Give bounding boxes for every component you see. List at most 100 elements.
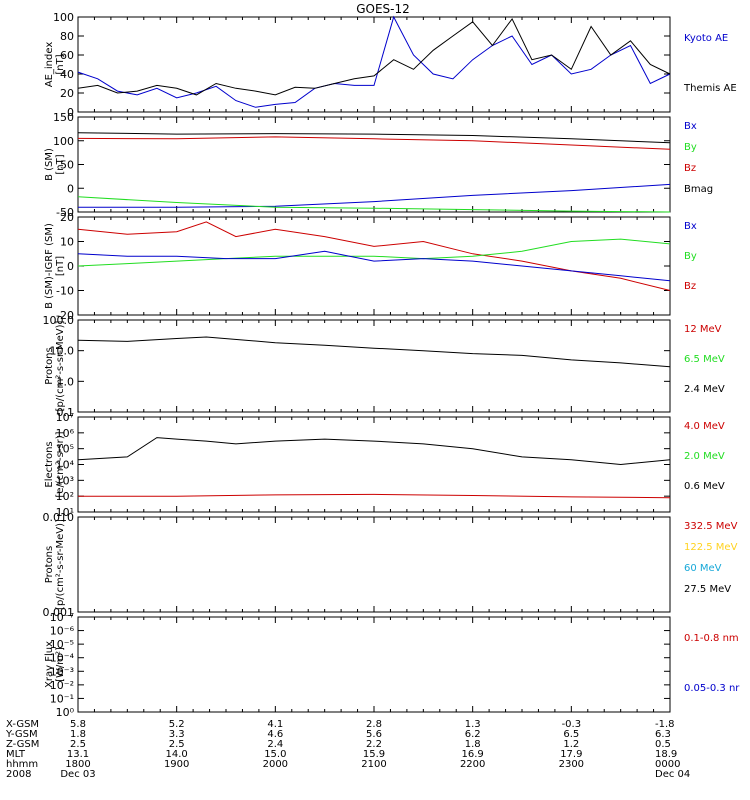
series-line-themis-ae xyxy=(77,17,671,96)
ephemeris-value: 5.2 xyxy=(169,719,185,730)
y-tick-label: 0 xyxy=(67,260,74,273)
panel-2: -50 0 50 100 150 B (SM)[nT] Bx By Bz Bmag xyxy=(44,111,713,219)
legend-by: By xyxy=(684,142,697,153)
legend-0-05-0-3-nr: 0.05-0.3 nr xyxy=(684,683,740,694)
y-axis-label-line: Protons xyxy=(44,546,55,583)
panel-frame xyxy=(77,516,671,613)
series-line-bz xyxy=(77,136,671,150)
y-axis-label: Protons[p/(cm²-s-sr-MeV)] xyxy=(44,519,66,610)
y-axis-label-line: Protons xyxy=(44,347,55,384)
legend-bmag: Bmag xyxy=(684,184,713,195)
ephemeris-value: Dec 04 xyxy=(655,769,690,780)
ephemeris-value: Dec 03 xyxy=(60,769,95,780)
panel-1: 0 20 40 60 80 100 AE_index[nT] Kyoto AE Themis A… xyxy=(44,11,737,119)
y-axis-label-line: [nT] xyxy=(55,256,66,276)
ephemeris-value: 16.9 xyxy=(462,749,484,760)
y-axis-label-line: B (SM)-IGRF (SM) xyxy=(44,223,55,309)
ephemeris-table: X-GSMY-GSMZ-GSMMLThhmm20085.81.82.513.11… xyxy=(5,719,690,780)
ephemeris-row-label: Y-GSM xyxy=(5,729,38,740)
y-axis-label: B (SM)-IGRF (SM)[nT] xyxy=(44,223,66,309)
y-tick-label: 0 xyxy=(67,182,74,195)
ephemeris-value: 4.6 xyxy=(267,729,283,740)
panel-5: 10¹ 10² 10³ 10⁴ 10⁵ 10⁶ 10⁷ Electrons[e/(cm²-s-… xyxy=(44,411,725,519)
ephemeris-value: 2.5 xyxy=(70,739,86,750)
y-axis-label: Protons[p/(cm²-s-sr-MeV)] xyxy=(44,320,66,411)
ephemeris-value: 4.1 xyxy=(267,719,283,730)
panel-frame xyxy=(77,416,671,513)
series-line-bx xyxy=(77,250,671,282)
y-tick-label: 20 xyxy=(60,87,74,100)
y-axis-label-line: B (SM) xyxy=(44,148,55,181)
series-line-bmag xyxy=(77,132,671,144)
ephemeris-row-label: X-GSM xyxy=(6,719,39,730)
ephemeris-value: 2.4 xyxy=(267,739,283,750)
y-tick-label: 10⁻² xyxy=(50,679,74,692)
y-tick-label: 40 xyxy=(60,68,74,81)
panel-frame xyxy=(77,116,671,213)
y-tick-label: -10 xyxy=(56,285,74,298)
legend-60-mev: 60 MeV xyxy=(684,563,722,574)
ephemeris-value: 6.2 xyxy=(465,729,481,740)
y-tick-label: 0.1 xyxy=(57,406,75,419)
y-tick-label: 10⁻⁵ xyxy=(50,638,74,651)
legend-0-6-mev: 0.6 MeV xyxy=(684,481,725,492)
y-tick-label: 80 xyxy=(60,30,74,43)
y-tick-label: 10⁵ xyxy=(56,443,74,456)
y-tick-label: 0.001 xyxy=(43,606,75,619)
y-tick-label: 10⁻³ xyxy=(50,665,74,678)
legend-4-0-mev: 4.0 MeV xyxy=(684,421,725,432)
y-tick-label: 10⁻¹ xyxy=(50,692,74,705)
series-line-0-6-mev xyxy=(77,437,671,466)
legend-bx: Bx xyxy=(684,121,697,132)
y-axis-label-line: AE_index xyxy=(44,42,55,88)
ephemeris-row-label: hhmm xyxy=(6,759,38,770)
ephemeris-value: 13.1 xyxy=(67,749,89,760)
series-line-bx xyxy=(78,183,671,208)
ephemeris-value: 5.6 xyxy=(366,729,382,740)
ephemeris-value: 17.9 xyxy=(560,749,582,760)
ephemeris-row-label: MLT xyxy=(6,749,26,760)
ephemeris-value: 2100 xyxy=(361,759,386,770)
y-tick-label: -50 xyxy=(56,206,74,219)
ephemeris-value: 6.3 xyxy=(655,729,671,740)
y-tick-label: 0 xyxy=(67,106,74,119)
series-line-4-0-mev xyxy=(78,493,671,499)
ephemeris-value: -0.3 xyxy=(562,719,582,730)
series-line-bz xyxy=(77,221,671,291)
ephemeris-value: 1.8 xyxy=(70,729,86,740)
legend-27-5-mev: 27.5 MeV xyxy=(684,584,731,595)
y-tick-label: 10⁷ xyxy=(56,411,74,424)
y-axis-label: AE_index[nT] xyxy=(44,42,66,88)
ephemeris-value: 2200 xyxy=(460,759,485,770)
y-tick-label: 1.0 xyxy=(57,375,75,388)
y-tick-label: 10² xyxy=(56,490,74,503)
ephemeris-value: 1.3 xyxy=(465,719,481,730)
y-tick-label: 60 xyxy=(60,49,74,62)
y-axis-label-line: Xray Flux xyxy=(44,641,55,688)
y-axis-label-line: [nT] xyxy=(55,154,66,174)
ephemeris-value: 14.0 xyxy=(166,749,188,760)
series-line-by xyxy=(77,196,671,213)
y-tick-label: 20 xyxy=(60,211,74,224)
y-axis-label-line: Electrons xyxy=(44,441,55,487)
legend-bz: Bz xyxy=(684,163,696,174)
y-axis-label: Xray Flux[W/m²] xyxy=(44,641,66,688)
legend-2-0-mev: 2.0 MeV xyxy=(684,451,725,462)
ephemeris-value: 2.8 xyxy=(366,719,382,730)
series-line-by xyxy=(77,238,671,267)
panel-frame xyxy=(77,616,671,713)
legend-themis-ae: Themis AE xyxy=(683,83,737,94)
ephemeris-value: 2.2 xyxy=(366,739,382,750)
ephemeris-value: 1800 xyxy=(65,759,90,770)
ephemeris-value: 2.5 xyxy=(169,739,185,750)
ephemeris-value: 1.2 xyxy=(563,739,579,750)
ephemeris-value: 3.3 xyxy=(169,729,185,740)
ephemeris-value: 1.8 xyxy=(465,739,481,750)
y-tick-label: 10⁴ xyxy=(56,459,75,472)
y-tick-label: -20 xyxy=(56,309,74,322)
y-tick-label: 0.010 xyxy=(43,511,75,524)
